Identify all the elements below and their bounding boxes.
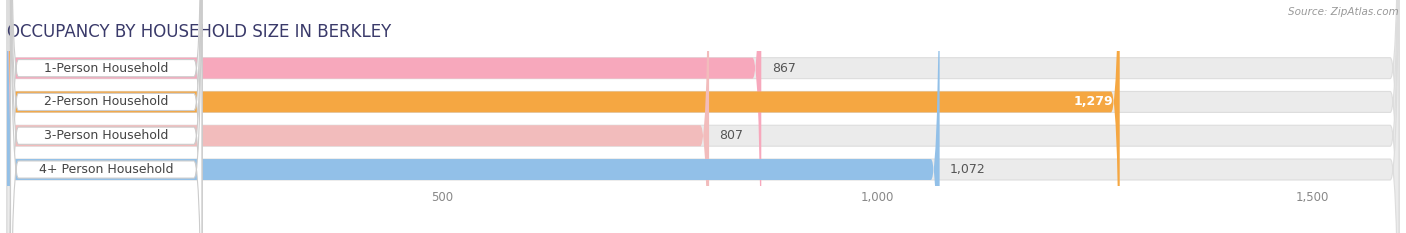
FancyBboxPatch shape	[7, 0, 1399, 233]
FancyBboxPatch shape	[10, 0, 202, 233]
Text: 867: 867	[772, 62, 796, 75]
Text: 1,072: 1,072	[950, 163, 986, 176]
Text: 1,279: 1,279	[1073, 96, 1112, 108]
Text: 1-Person Household: 1-Person Household	[44, 62, 169, 75]
Text: 807: 807	[720, 129, 744, 142]
FancyBboxPatch shape	[7, 0, 761, 233]
FancyBboxPatch shape	[10, 0, 202, 233]
Text: 3-Person Household: 3-Person Household	[44, 129, 169, 142]
Text: OCCUPANCY BY HOUSEHOLD SIZE IN BERKLEY: OCCUPANCY BY HOUSEHOLD SIZE IN BERKLEY	[7, 23, 391, 41]
FancyBboxPatch shape	[7, 0, 709, 233]
FancyBboxPatch shape	[7, 0, 1399, 233]
FancyBboxPatch shape	[7, 0, 1399, 233]
Text: 2-Person Household: 2-Person Household	[44, 96, 169, 108]
FancyBboxPatch shape	[7, 0, 939, 233]
FancyBboxPatch shape	[10, 0, 202, 233]
FancyBboxPatch shape	[7, 0, 1119, 233]
Text: Source: ZipAtlas.com: Source: ZipAtlas.com	[1288, 7, 1399, 17]
FancyBboxPatch shape	[7, 0, 1399, 233]
Text: 4+ Person Household: 4+ Person Household	[39, 163, 173, 176]
FancyBboxPatch shape	[10, 0, 202, 233]
